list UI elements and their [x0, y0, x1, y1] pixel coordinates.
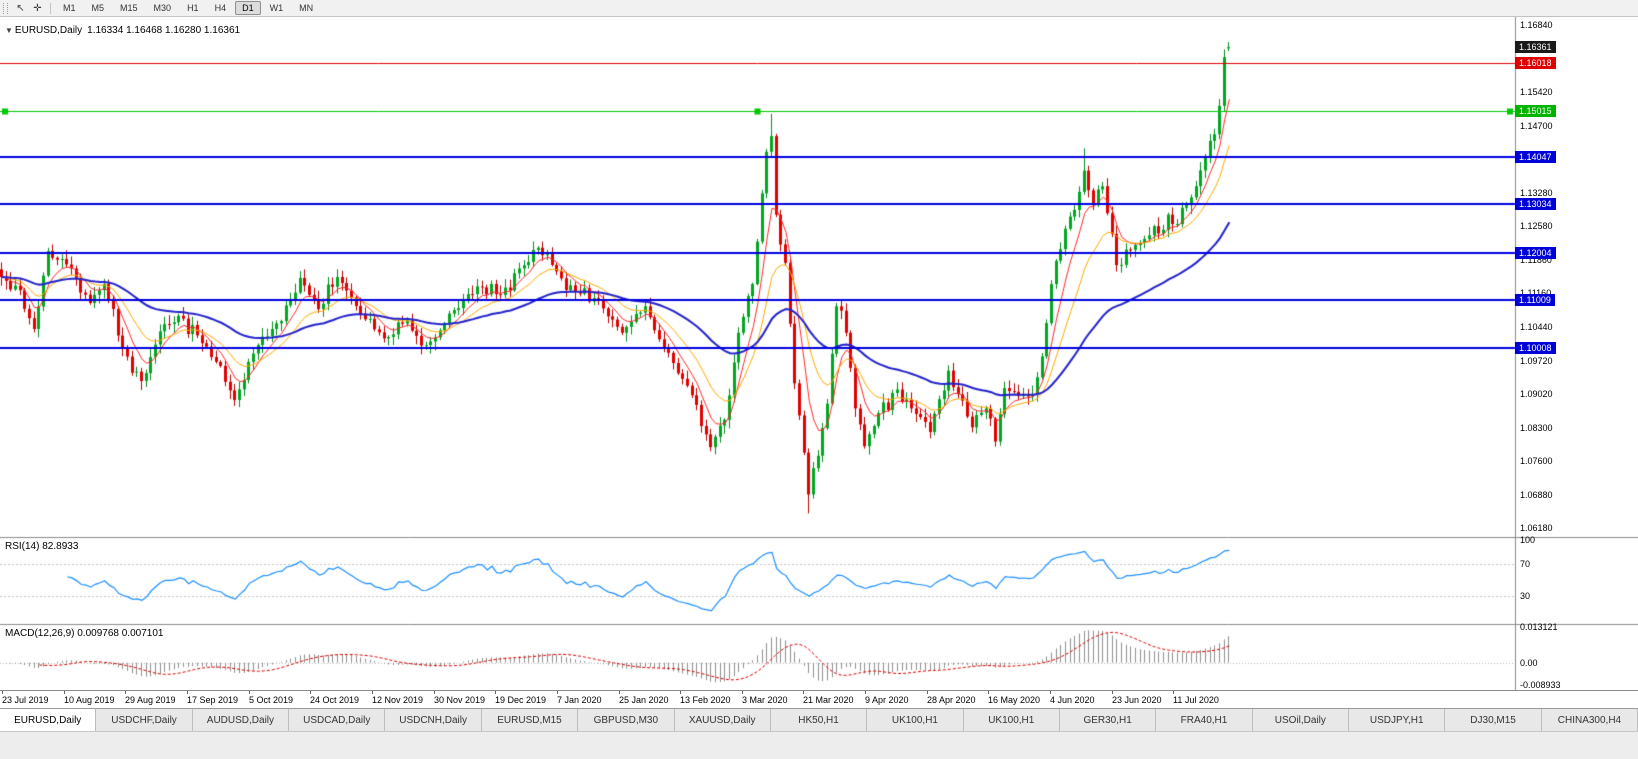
symbol-tab-usoil-daily[interactable]: USOil,Daily [1252, 709, 1350, 731]
symbol-tab-ger30-h1[interactable]: GER30,H1 [1059, 709, 1157, 731]
macd-current-values: 0.009768 0.007101 [77, 628, 164, 639]
time-axis-label: 19 Dec 2019 [495, 695, 547, 705]
time-axis-label: 30 Nov 2019 [434, 695, 486, 705]
time-axis-tick [865, 691, 866, 694]
time-axis-label: 5 Oct 2019 [249, 695, 294, 705]
time-axis-tick [803, 691, 804, 694]
symbol-tab-audusd-daily[interactable]: AUDUSD,Daily [192, 709, 290, 731]
timeframe-button-m30[interactable]: M30 [153, 3, 172, 13]
time-axis-tick [495, 691, 496, 694]
time-axis-label: 13 Feb 2020 [680, 695, 731, 705]
time-axis-label: 3 Mar 2020 [742, 695, 788, 705]
chart-title: ▼ EURUSD,Daily 1.16334 1.16468 1.16280 1.1… [5, 25, 240, 36]
symbol-tab-usdjpy-h1[interactable]: USDJPY,H1 [1349, 709, 1446, 731]
chevron-down-icon[interactable]: ▼ [5, 26, 13, 35]
time-axis-label: 25 Jan 2020 [619, 695, 669, 705]
status-bar [0, 731, 1638, 759]
symbol-tab-gbpusd-m30[interactable]: GBPUSD,M30 [578, 709, 675, 731]
symbol-tab-dj30-m15[interactable]: DJ30,M15 [1445, 709, 1542, 731]
toolbar-separator [50, 2, 51, 14]
time-axis-label: 21 Mar 2020 [803, 695, 854, 705]
time-axis-tick [557, 691, 558, 694]
timeframe-buttons: M1 M5 M15 M30 H1 H4 D1 W1 MN [55, 1, 321, 15]
chart-panel: ▼ EURUSD,Daily 1.16334 1.16468 1.16280 1.1… [0, 17, 1638, 690]
time-axis-tick [1112, 691, 1113, 694]
time-axis-label: 7 Jan 2020 [557, 695, 602, 705]
time-axis-tick [64, 691, 65, 694]
symbol-tab-usdchf-daily[interactable]: USDCHF,Daily [96, 709, 193, 731]
toolbar-grip[interactable] [3, 2, 8, 14]
symbol-tab-china300-h4[interactable]: CHINA300,H4 [1541, 709, 1638, 731]
chart-symbol-label: EURUSD,Daily [14, 25, 83, 36]
macd-name: MACD(12,26,9) [5, 628, 75, 639]
time-axis-label: 10 Aug 2019 [64, 695, 115, 705]
symbol-tab-fra40-h1[interactable]: FRA40,H1 [1156, 709, 1253, 731]
time-axis-label: 4 Jun 2020 [1050, 695, 1095, 705]
timeframe-button-w1[interactable]: W1 [269, 3, 284, 13]
symbol-tab-hk50-h1[interactable]: HK50,H1 [770, 709, 868, 731]
timeframe-button-mn[interactable]: MN [299, 3, 314, 13]
symbol-tab-xauusd-daily[interactable]: XAUUSD,Daily [674, 709, 771, 731]
rsi-indicator-label: RSI(14) 82.8933 [5, 541, 78, 552]
timeframe-button-h1[interactable]: H1 [187, 3, 199, 13]
chart-ohlc-values: 1.16334 1.16468 1.16280 1.16361 [87, 25, 241, 36]
time-axis-label: 23 Jul 2019 [2, 695, 49, 705]
time-axis-tick [310, 691, 311, 694]
time-axis-tick [249, 691, 250, 694]
timeframe-button-d1[interactable]: D1 [235, 1, 261, 15]
rsi-name: RSI(14) [5, 541, 40, 552]
toolbar-icons: ↖ ✛ [12, 1, 46, 16]
crosshair-icon[interactable]: ✛ [33, 2, 42, 14]
time-axis-tick [434, 691, 435, 694]
time-axis-tick [988, 691, 989, 694]
pointer-icon[interactable]: ↖ [16, 2, 25, 14]
time-axis-label: 29 Aug 2019 [125, 695, 176, 705]
time-axis-tick [927, 691, 928, 694]
price-chart-canvas[interactable] [0, 17, 1638, 690]
timeframe-button-m5[interactable]: M5 [91, 3, 105, 13]
time-axis-label: 24 Oct 2019 [310, 695, 360, 705]
time-axis-tick [372, 691, 373, 694]
time-axis-tick [187, 691, 188, 694]
time-axis-tick [680, 691, 681, 694]
symbol-tab-uk100-h1[interactable]: UK100,H1 [963, 709, 1060, 731]
symbol-tab-uk100-h1[interactable]: UK100,H1 [867, 709, 964, 731]
timeframe-button-m1[interactable]: M1 [63, 3, 76, 13]
symbol-tab-eurusd-m15[interactable]: EURUSD,M15 [481, 709, 579, 731]
time-axis-label: 11 Jul 2020 [1173, 695, 1219, 705]
timeframe-button-m15[interactable]: M15 [120, 3, 138, 13]
time-axis-label: 17 Sep 2019 [187, 695, 239, 705]
time-axis-tick [619, 691, 620, 694]
time-axis-label: 16 May 2020 [988, 695, 1041, 705]
chart-tab-bar: EURUSD,Daily USDCHF,Daily AUDUSD,Daily USDC… [0, 708, 1638, 731]
time-axis-tick [1173, 691, 1174, 694]
time-axis-tick [2, 691, 3, 694]
macd-indicator-label: MACD(12,26,9) 0.009768 0.007101 [5, 628, 163, 639]
symbol-tab-usdcad-daily[interactable]: USDCAD,Daily [289, 709, 386, 731]
timeframe-toolbar: ↖ ✛ M1 M5 M15 M30 H1 H4 D1 W1 MN [0, 0, 1638, 17]
timeframe-button-h4[interactable]: H4 [214, 3, 227, 13]
time-axis-label: 23 Jun 2020 [1112, 695, 1162, 705]
symbol-tab-eurusd-daily[interactable]: EURUSD,Daily [0, 709, 97, 731]
symbol-tab-usdcnh-daily[interactable]: USDCNH,Daily [385, 709, 482, 731]
rsi-current-value: 82.8933 [42, 541, 79, 552]
time-axis-tick [125, 691, 126, 694]
time-axis-tick [742, 691, 743, 694]
time-axis-label: 28 Apr 2020 [927, 695, 976, 705]
time-axis-label: 9 Apr 2020 [865, 695, 909, 705]
time-axis-label: 12 Nov 2019 [372, 695, 424, 705]
time-axis-tick [1050, 691, 1051, 694]
time-axis[interactable]: 23 Jul 2019 10 Aug 2019 29 Aug 2019 17 Sep … [0, 690, 1638, 708]
